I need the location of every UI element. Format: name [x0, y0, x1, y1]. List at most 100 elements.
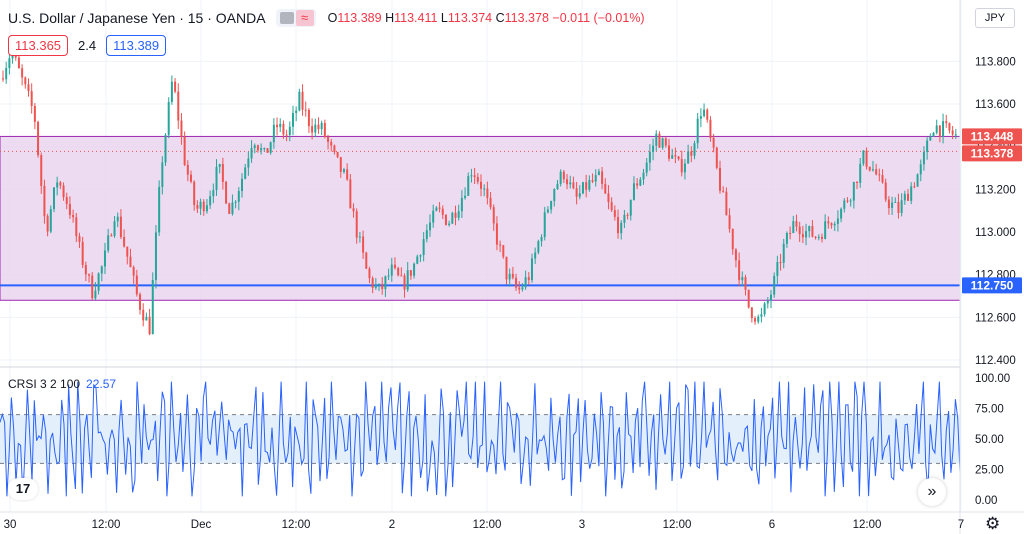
indicator-legend[interactable]: CRSI 3 2 100 22.57	[8, 377, 116, 391]
candle-body	[225, 181, 228, 204]
candle-body	[613, 210, 616, 217]
candle-body	[52, 187, 55, 210]
candle-body	[511, 273, 514, 278]
candle-body	[158, 186, 161, 233]
candle-body	[100, 266, 103, 274]
candle-body	[766, 300, 769, 304]
candle-body	[419, 255, 422, 257]
candle-body	[320, 122, 323, 130]
candle-body	[817, 236, 820, 238]
candle-body	[540, 237, 543, 242]
candle-body	[129, 256, 132, 268]
candle-body	[852, 181, 855, 201]
candle-body	[314, 124, 317, 133]
candle-body	[738, 260, 741, 281]
candle-body	[416, 256, 419, 264]
candle-body	[524, 277, 527, 288]
time-tick: 12:00	[92, 519, 121, 531]
candle-body	[409, 270, 412, 276]
candle-body	[486, 188, 489, 198]
candle-body	[333, 145, 336, 152]
candle-body	[521, 287, 524, 290]
candle-body	[779, 262, 782, 264]
currency-button[interactable]: JPY	[975, 8, 1015, 28]
candle-body	[448, 223, 451, 225]
price-scale[interactable]: 113.800113.600113.400113.200113.000112.8…	[975, 56, 1016, 367]
candle-body	[298, 91, 301, 111]
price-label-box	[962, 277, 1022, 294]
time-tick: 3	[579, 519, 585, 531]
candle-body	[180, 120, 183, 137]
candle-body	[658, 133, 661, 148]
time-scale[interactable]: 30 12:00 Dec 12:00 2 12:00 3 12:00 6 12:00 7	[4, 519, 965, 531]
candle-body	[537, 241, 540, 253]
low-label: L	[440, 11, 448, 25]
candle-body	[454, 212, 457, 218]
candle-body	[378, 283, 381, 286]
candle-body	[311, 126, 314, 133]
candle-body	[301, 91, 304, 110]
high-value: 113.411	[394, 11, 438, 25]
candle-body	[307, 110, 310, 127]
candle-body	[269, 142, 272, 153]
candle-body	[438, 207, 441, 209]
double-chevron-right-icon[interactable]: »	[918, 478, 946, 506]
candle-body	[457, 211, 460, 218]
price-tick: 113.800	[975, 56, 1016, 68]
candle-body	[527, 277, 530, 281]
chart-header: U.S. Dollar / Japanese Yen · 15 · OANDA …	[8, 9, 645, 27]
time-tick: 6	[769, 519, 775, 531]
symbol-title[interactable]: U.S. Dollar / Japanese Yen · 15 · OANDA	[8, 10, 266, 26]
gear-icon[interactable]: ⚙	[985, 514, 1001, 533]
candle-body	[824, 221, 827, 239]
candle-body	[677, 156, 680, 160]
buy-button[interactable]: 113.389	[106, 35, 167, 56]
candle-body	[636, 183, 639, 186]
candle-body	[37, 121, 40, 156]
price-tick: 113.600	[975, 99, 1016, 111]
candle-body	[46, 216, 49, 232]
candle-body	[604, 183, 607, 194]
candle-body	[747, 289, 750, 308]
candle-body	[505, 256, 508, 280]
candle-body	[429, 222, 432, 231]
candle-body	[24, 77, 27, 85]
candle-body	[773, 275, 776, 295]
candle-body	[543, 212, 546, 238]
candle-body	[27, 84, 30, 92]
candle-body	[865, 150, 868, 167]
candle-body	[406, 270, 409, 290]
candle-body	[62, 185, 65, 198]
candle-body	[671, 155, 674, 159]
tradingview-logo[interactable]: 17	[8, 478, 38, 500]
resistance-support-zone[interactable]	[0, 135, 961, 301]
crsi-tick: 100.00	[975, 373, 1010, 385]
candle-body	[228, 203, 231, 214]
candle-body	[323, 122, 326, 137]
candle-body	[922, 151, 925, 165]
crsi-scale[interactable]: 100.00 75.00 50.00 25.00 0.00	[975, 373, 1010, 507]
market-status-pill[interactable]: ≈	[275, 9, 316, 27]
sell-button[interactable]: 113.365	[8, 35, 69, 56]
candle-body	[285, 134, 288, 136]
candle-body	[607, 193, 610, 203]
candle-body	[833, 223, 836, 226]
candle-body	[164, 135, 167, 163]
candle-body	[374, 285, 377, 288]
candle-body	[40, 155, 43, 186]
candle-body	[5, 67, 8, 80]
candle-body	[352, 208, 355, 212]
candle-body	[250, 148, 253, 159]
candle-body	[910, 186, 913, 201]
candle-body	[734, 249, 737, 261]
candle-body	[693, 143, 696, 156]
candle-body	[358, 236, 361, 238]
ohlc-readout: O113.389 H113.411 L113.374 C113.378 −0.0…	[328, 11, 645, 25]
candle-body	[68, 203, 71, 216]
candle-body	[642, 172, 645, 180]
candle-body	[805, 231, 808, 238]
candle-body	[840, 208, 843, 219]
time-tick: 12:00	[473, 519, 502, 531]
candle-body	[400, 275, 403, 277]
